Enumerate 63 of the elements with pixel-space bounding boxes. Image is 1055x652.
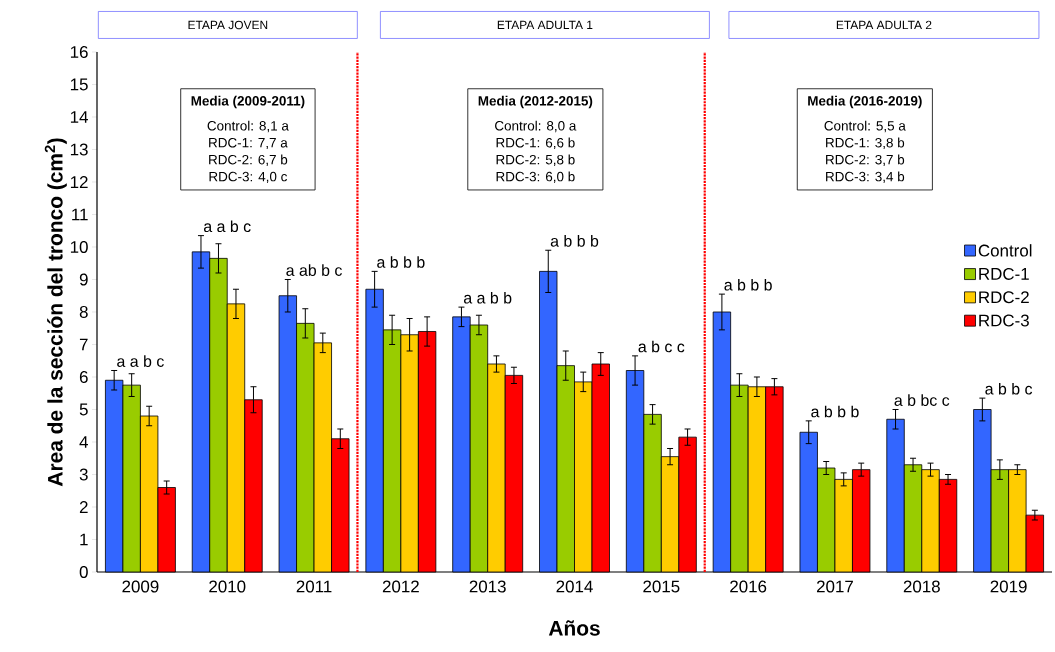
y-tick-label: 13 bbox=[70, 143, 88, 156]
annotation: a a b c bbox=[203, 220, 251, 233]
annotation: a b b b bbox=[377, 256, 425, 268]
annotation: RDC-3: 6,0 b bbox=[496, 171, 575, 183]
y-tick-label: 2 bbox=[79, 501, 88, 513]
y-tick-label: 0 bbox=[79, 566, 88, 578]
y-tick-label: 7 bbox=[79, 338, 88, 351]
annotation: Media (2009-2011) bbox=[191, 95, 305, 109]
annotation: a b b b bbox=[550, 235, 599, 247]
annotation: Control: 5,5 a bbox=[824, 120, 906, 133]
annotation: a b b c bbox=[985, 382, 1033, 395]
y-tick-label: 9 bbox=[79, 273, 88, 286]
annotation: RDC-3: 3,4 b bbox=[826, 171, 905, 183]
y-tick-label: 16 bbox=[70, 46, 88, 58]
y-tick-label: 14 bbox=[70, 111, 88, 123]
y-tick-label: 8 bbox=[79, 306, 88, 318]
text: ETAPA ADULTA 1 bbox=[497, 20, 593, 30]
x-tick-label: 2012 bbox=[382, 580, 419, 593]
annotation: a b c c bbox=[638, 340, 685, 353]
x-tick-label: 2019 bbox=[990, 580, 1027, 593]
legend-label: RDC-1 bbox=[979, 267, 1029, 280]
y-tick-label: 12 bbox=[70, 176, 88, 188]
x-tick-label: 2017 bbox=[816, 580, 853, 593]
annotation: RDC-1: 7,7 a bbox=[209, 137, 288, 150]
y-tick-label: 6 bbox=[79, 371, 88, 383]
x-tick-label: 2009 bbox=[122, 580, 159, 593]
y-tick-label: 5 bbox=[79, 403, 88, 416]
annotation: Control: 8,1 a bbox=[207, 120, 289, 133]
text: ETAPA JOVEN bbox=[188, 20, 268, 30]
annotation: a b b b bbox=[811, 405, 859, 418]
x-tick-label: 2011 bbox=[296, 580, 332, 593]
annotation: a a b c bbox=[117, 355, 164, 367]
y-tick-label: 3 bbox=[79, 468, 88, 481]
y-tick-label: 4 bbox=[79, 436, 88, 448]
annotation: Media (2012-2015) bbox=[478, 95, 593, 109]
annotation: RDC-1: 3,8 b bbox=[826, 137, 905, 150]
annotation: a a b b bbox=[463, 291, 512, 304]
x-tick-label: 2018 bbox=[903, 580, 940, 593]
x-tick-label: 2013 bbox=[469, 580, 506, 593]
annotation: a ab b c bbox=[286, 264, 342, 276]
annotation: Media (2016-2019) bbox=[808, 95, 922, 109]
y-tick-label: 10 bbox=[70, 241, 88, 253]
x-tick-label: 2010 bbox=[209, 580, 246, 593]
x-tick-label: 2016 bbox=[730, 580, 767, 593]
text: ETAPA ADULTA 2 bbox=[836, 20, 932, 30]
annotation: RDC-2: 6,7 b bbox=[209, 154, 288, 167]
y-tick-label: 11 bbox=[72, 208, 88, 221]
y-axis-title: Area de la sección del tronco (cm$^{2}$) bbox=[44, 138, 67, 487]
x-axis-title: Años bbox=[548, 620, 600, 636]
y-tick-label: 15 bbox=[70, 78, 88, 91]
y-tick-label: 1 bbox=[80, 533, 88, 546]
annotation: Control: 8,0 a bbox=[495, 120, 577, 133]
annotation: RDC-2: 5,8 b bbox=[496, 154, 575, 167]
legend-label: Control bbox=[978, 244, 1032, 257]
annotation: a b bc c bbox=[894, 394, 950, 406]
x-tick-label: 2014 bbox=[556, 580, 593, 593]
annotation: RDC-2: 3,7 b bbox=[826, 154, 905, 167]
x-tick-label: 2015 bbox=[643, 580, 680, 593]
legend-label: RDC-3 bbox=[979, 314, 1029, 327]
annotation: RDC-1: 6,6 b bbox=[496, 137, 575, 150]
annotation: a b b b bbox=[724, 278, 772, 291]
annotation: RDC-3: 4,0 c bbox=[209, 171, 288, 183]
legend-label: RDC-2 bbox=[979, 291, 1029, 304]
